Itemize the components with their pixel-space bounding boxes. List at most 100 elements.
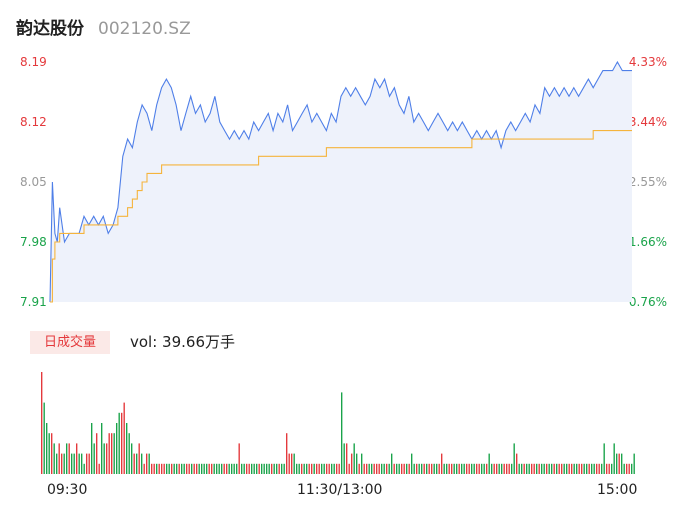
volume-bar [331,463,333,474]
volume-bar [521,463,523,474]
volume-bar [548,463,550,474]
volume-bar [228,463,230,474]
volume-bar [436,463,438,474]
price-tick-label: 8.05 [20,175,47,189]
volume-bar [513,443,515,474]
volume-bar [608,463,610,474]
volume-bar [191,463,193,474]
volume-bar [498,463,500,474]
volume-bar [376,463,378,474]
volume-bar [143,463,145,474]
volume-bar [201,463,203,474]
volume-bar [168,463,170,474]
percent-tick-label: 3.44% [628,115,667,129]
volume-bar [303,463,305,474]
volume-bar [583,463,585,474]
percent-tick-label: 2.55% [628,175,667,189]
volume-bar [321,463,323,474]
volume-bar [133,453,135,474]
volume-bar [223,463,225,474]
volume-bar [386,463,388,474]
volume-bar [366,463,368,474]
volume-bar [288,453,290,474]
volume-bar [216,463,218,474]
volume-bar [271,463,273,474]
volume-bar [421,463,423,474]
volume-bar [188,463,190,474]
volume-bar [428,463,430,474]
volume-bar [308,463,310,474]
volume-bar [501,463,503,474]
volume-bar [41,372,43,474]
volume-bar [73,453,75,474]
volume-bar [138,443,140,474]
volume-summary: vol: 39.66万手 [130,333,235,351]
volume-bar [488,453,490,474]
volume-bar [163,463,165,474]
volume-bar [503,463,505,474]
volume-bar [563,463,565,474]
volume-bar [326,463,328,474]
volume-bar [408,463,410,474]
volume-bar [373,463,375,474]
volume-bar [81,453,83,474]
volume-bar [406,463,408,474]
volume-bar [311,463,313,474]
volume-bar [278,463,280,474]
volume-bar [263,463,265,474]
volume-bar [108,433,110,474]
volume-bar [86,453,88,474]
volume-bar [413,463,415,474]
volume-bar [153,463,155,474]
volume-bar [151,463,153,474]
volume-bar [261,463,263,474]
percent-tick-label: 0.76% [628,295,667,309]
volume-bar [78,453,80,474]
volume-bar [101,423,103,474]
volume-bar [316,463,318,474]
volume-bar [181,463,183,474]
volume-bar [426,463,428,474]
stock-code: 002120.SZ [98,19,191,39]
volume-bar [341,392,343,474]
stock-name: 韵达股份 [16,19,84,39]
volume-bar [536,463,538,474]
volume-bar [131,443,133,474]
volume-bar [241,463,243,474]
volume-bar [528,463,530,474]
volume-bar [633,453,635,474]
volume-bar [368,463,370,474]
volume-bar [76,443,78,474]
volume-bar [118,412,120,474]
volume-bar [106,443,108,474]
volume-bar [313,463,315,474]
volume-bar [558,463,560,474]
volume-bar [483,463,485,474]
volume-bar [416,463,418,474]
volume-bar [251,463,253,474]
stock-title: 韵达股份 002120.SZ [16,14,191,39]
volume-bar [293,453,295,474]
volume-bar [371,463,373,474]
volume-bar [581,463,583,474]
price-tick-label: 7.91 [20,295,47,309]
volume-bar [246,463,248,474]
volume-bar [206,463,208,474]
percent-tick-label: 1.66% [628,235,667,249]
volume-bar [351,453,353,474]
volume-bar [398,463,400,474]
volume-bar [601,463,603,474]
volume-bar [258,463,260,474]
volume-bar [146,453,148,474]
daily-volume-tab[interactable]: 日成交量 [30,331,110,354]
volume-bar [511,463,513,474]
volume-bar [486,463,488,474]
volume-bar [111,433,113,474]
volume-bar [158,463,160,474]
volume-bar [538,463,540,474]
volume-bar [318,463,320,474]
volume-bar [328,463,330,474]
volume-bar [438,463,440,474]
volume-bar [466,463,468,474]
volume-bar [283,463,285,474]
